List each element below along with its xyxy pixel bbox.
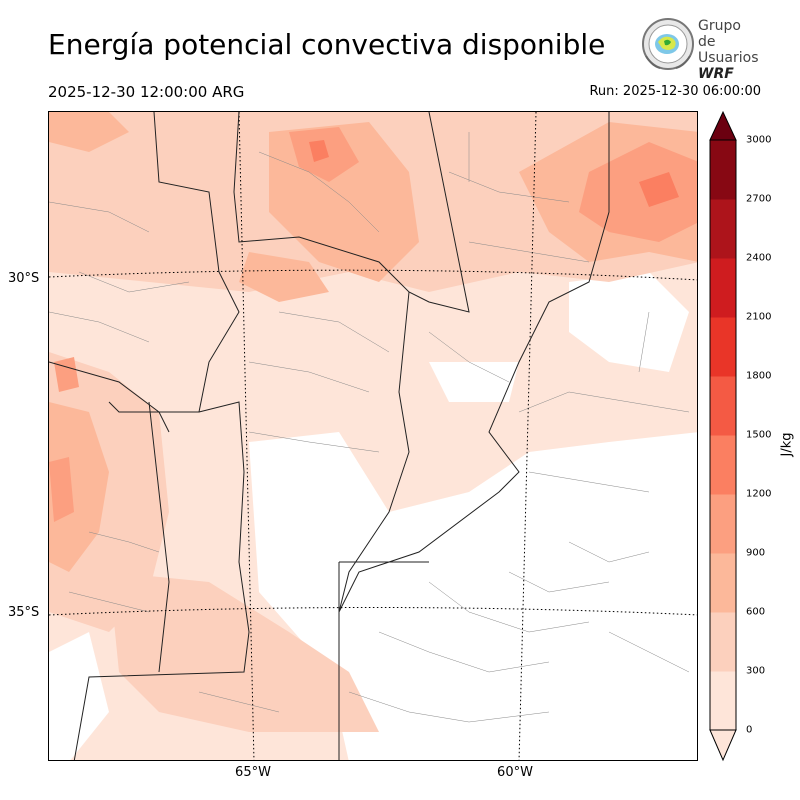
globe-seal-icon [642,18,694,70]
colorbar-bin [710,199,736,259]
province-boundaries [49,112,610,760]
colorbar-tick-label: 0 [746,724,753,736]
lat-label-30S: 30°S [8,271,40,286]
wrf-users-group-logo: Grupo de Usuarios WRF [640,16,760,82]
lon-label-60W: 60°W [497,765,533,780]
logo-line1: Grupo de [698,18,741,50]
colorbar-tick-label: 600 [746,606,766,618]
lon-line-65W [238,112,255,760]
valid-time: 2025-12-30 12:00:00 ARG [48,83,245,101]
cape-600-patch [239,252,329,302]
colorbar [709,110,737,762]
logo-line3: WRF [698,66,734,82]
cape-1200-patch [639,172,679,207]
run-time: Run: 2025-12-30 06:00:00 [589,84,761,99]
cape-1200-patch-2 [309,140,329,162]
colorbar-extend-min [709,729,737,762]
colorbar-bin [710,376,736,436]
colorbar-tick-label: 900 [746,547,766,559]
low-cape-area-southwest [49,632,109,760]
map-title: Energía potencial convectiva disponible [48,28,606,61]
graticule [49,112,697,760]
colorbar-tick-label: 1200 [746,488,772,500]
cape-300-south [109,572,379,732]
colorbar-bin [710,612,736,672]
colorbar-bin [710,317,736,377]
colorbar-bin [710,671,736,731]
colorbar-bin [710,553,736,613]
colorbar-bin [710,494,736,554]
lat-line-30S [49,269,697,281]
colorbar-tick-label: 2400 [746,252,772,264]
cape-600-west [49,402,109,572]
colorbar-tick-label: 1800 [746,370,772,382]
colorbar-tick-label: 3000 [746,134,772,146]
low-cape-area-east [569,272,689,372]
logo-line2: Usuarios [698,50,759,66]
cape-field [49,112,697,760]
colorbar-unit: J/kg [779,432,795,457]
low-cape-area-south [249,432,697,760]
department-boundaries [49,132,690,723]
colorbar-bin [710,435,736,495]
colorbar-frame [709,139,737,731]
colorbar-tick-label: 2700 [746,193,772,205]
colorbar-tick-label: 2100 [746,311,772,323]
lat-line-35S [49,607,697,616]
colorbar-bin [710,258,736,318]
cape-900-west-small [49,457,74,522]
colorbar-bin [710,140,736,200]
low-cape-area-center [429,362,519,402]
cape-map [48,111,698,761]
cape-600-northwest [49,112,129,152]
cape-900-west [54,357,79,392]
lon-line-60W [518,112,537,760]
colorbar-extend-max [709,110,737,141]
lat-label-35S: 35°S [8,605,40,620]
lon-label-65W: 65°W [235,765,271,780]
colorbar-tick-label: 300 [746,665,766,677]
colorbar-tick-label: 1500 [746,429,772,441]
